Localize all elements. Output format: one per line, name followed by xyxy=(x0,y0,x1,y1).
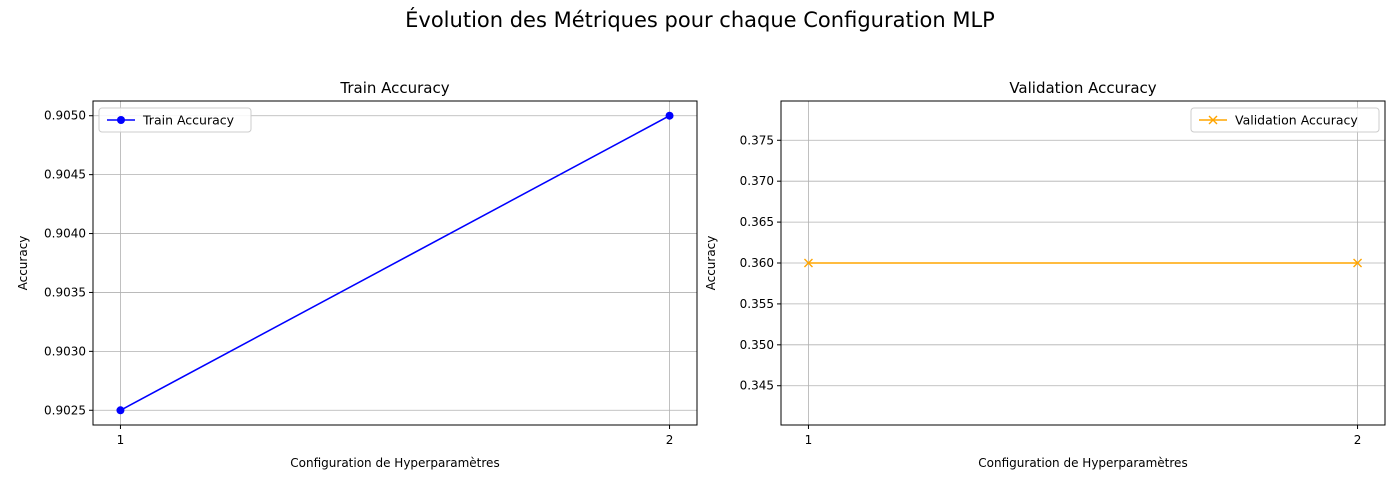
train-legend: Train Accuracy xyxy=(98,107,252,133)
train-x-axis-label: Configuration de Hyperparamètres xyxy=(290,456,499,470)
train-legend-marker xyxy=(117,116,125,124)
train-xtick-label-0: 1 xyxy=(117,433,125,447)
validation-accuracy-chart: 1 2 0.345 0.350 0.355 0.360 0.365 0.370 0.375 Val… xyxy=(704,79,1386,470)
validation-ytick-label-4: 0.365 xyxy=(740,215,774,229)
validation-ytick-label-0: 0.345 xyxy=(740,379,774,393)
train-data-point-1 xyxy=(665,111,674,120)
train-accuracy-chart: 1 2 0.9025 0.9030 0.9035 0.9040 0.9045 0.9050 Tr… xyxy=(16,79,698,470)
validation-ytick-label-5: 0.370 xyxy=(740,174,774,188)
validation-ytick-label-1: 0.350 xyxy=(740,338,774,352)
figure-suptitle: Évolution des Métriques pour chaque Conf… xyxy=(405,8,995,32)
train-data-point-0 xyxy=(116,406,125,415)
train-series-line xyxy=(120,115,670,411)
validation-ytick-label-3: 0.360 xyxy=(740,256,774,270)
train-ytick-label-1: 0.9030 xyxy=(44,344,86,358)
validation-legend-box xyxy=(1190,107,1380,133)
train-ytick-label-0: 0.9025 xyxy=(44,403,86,417)
train-ytick-label-2: 0.9035 xyxy=(44,285,86,299)
validation-data-point-1 xyxy=(1353,258,1363,268)
validation-legend-marker xyxy=(1208,115,1218,125)
train-ytick-label-5: 0.9050 xyxy=(44,109,86,123)
train-axes-frame xyxy=(92,100,698,426)
train-chart-title: Train Accuracy xyxy=(339,79,449,97)
validation-xtick-label-0: 1 xyxy=(805,433,813,447)
validation-chart-title: Validation Accuracy xyxy=(1009,79,1156,97)
train-xtick-label-1: 2 xyxy=(666,433,674,447)
train-y-axis-label: Accuracy xyxy=(16,236,30,291)
validation-data-point-0 xyxy=(803,258,813,268)
train-ytick-label-4: 0.9045 xyxy=(44,168,86,182)
validation-ytick-label-6: 0.375 xyxy=(740,133,774,147)
validation-ytick-label-2: 0.355 xyxy=(740,297,774,311)
validation-xtick-label-1: 2 xyxy=(1354,433,1362,447)
validation-legend: Validation Accuracy xyxy=(1190,107,1380,133)
validation-x-axis-label: Configuration de Hyperparamètres xyxy=(978,456,1187,470)
validation-legend-label: Validation Accuracy xyxy=(1235,113,1358,128)
train-ytick-label-3: 0.9040 xyxy=(44,227,86,241)
train-legend-label: Train Accuracy xyxy=(142,113,235,128)
validation-y-axis-label: Accuracy xyxy=(704,236,718,291)
train-legend-box xyxy=(98,107,252,133)
